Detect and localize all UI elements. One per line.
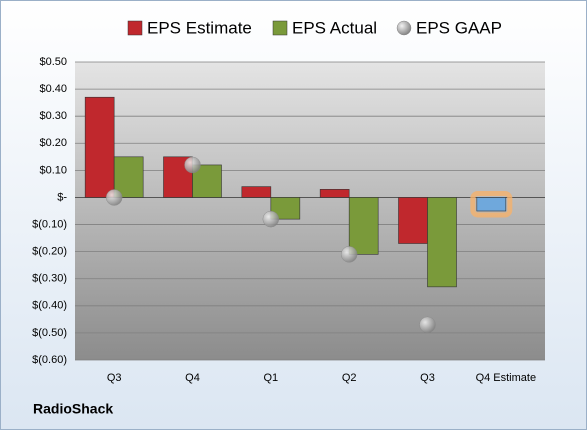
- legend-marker: [127, 20, 143, 36]
- x-tick-label: Q1: [263, 372, 278, 384]
- y-tick-label: $(0.30): [32, 273, 67, 285]
- bar: [241, 186, 272, 198]
- bar: [319, 189, 350, 198]
- bar-glow: [470, 190, 513, 218]
- gaap-point: [105, 189, 123, 206]
- legend-marker: [396, 20, 412, 36]
- bar: [84, 96, 115, 198]
- y-tick-label: $0.20: [39, 137, 67, 149]
- x-tick-label: Q4 Estimate: [476, 372, 537, 384]
- y-tick-label: $0.10: [39, 164, 67, 176]
- legend-label: EPS Estimate: [147, 18, 252, 37]
- legend-label: EPS Actual: [292, 18, 377, 37]
- y-tick-label: $(0.20): [32, 246, 67, 258]
- y-tick-label: $0.50: [39, 56, 67, 68]
- x-tick-label: Q3: [107, 372, 122, 384]
- gaap-point: [184, 156, 201, 174]
- bar: [427, 197, 457, 288]
- y-tick-label: $(0.10): [32, 218, 67, 230]
- gaap-point: [340, 246, 358, 263]
- legend-label: EPS GAAP: [416, 18, 502, 37]
- plot-area: [75, 62, 545, 360]
- y-tick-label: $0.30: [39, 110, 67, 122]
- y-tick-label: $0.40: [39, 83, 67, 95]
- legend-marker: [272, 20, 288, 36]
- bar: [113, 156, 144, 198]
- bar: [476, 197, 507, 212]
- bar: [398, 197, 428, 244]
- bar: [270, 197, 301, 220]
- y-tick-label: $(0.40): [32, 300, 67, 312]
- gaap-point: [262, 210, 280, 228]
- y-tick-label: $-: [57, 191, 67, 203]
- x-tick-label: Q4: [185, 372, 200, 384]
- x-tick-label: Q3: [420, 372, 435, 384]
- gaap-point: [419, 316, 436, 334]
- footer: RadioShack: [33, 401, 113, 417]
- x-tick-label: Q2: [342, 372, 357, 384]
- y-tick-label: $(0.60): [32, 354, 67, 366]
- bar: [348, 197, 379, 255]
- y-tick-label: $(0.50): [32, 327, 67, 339]
